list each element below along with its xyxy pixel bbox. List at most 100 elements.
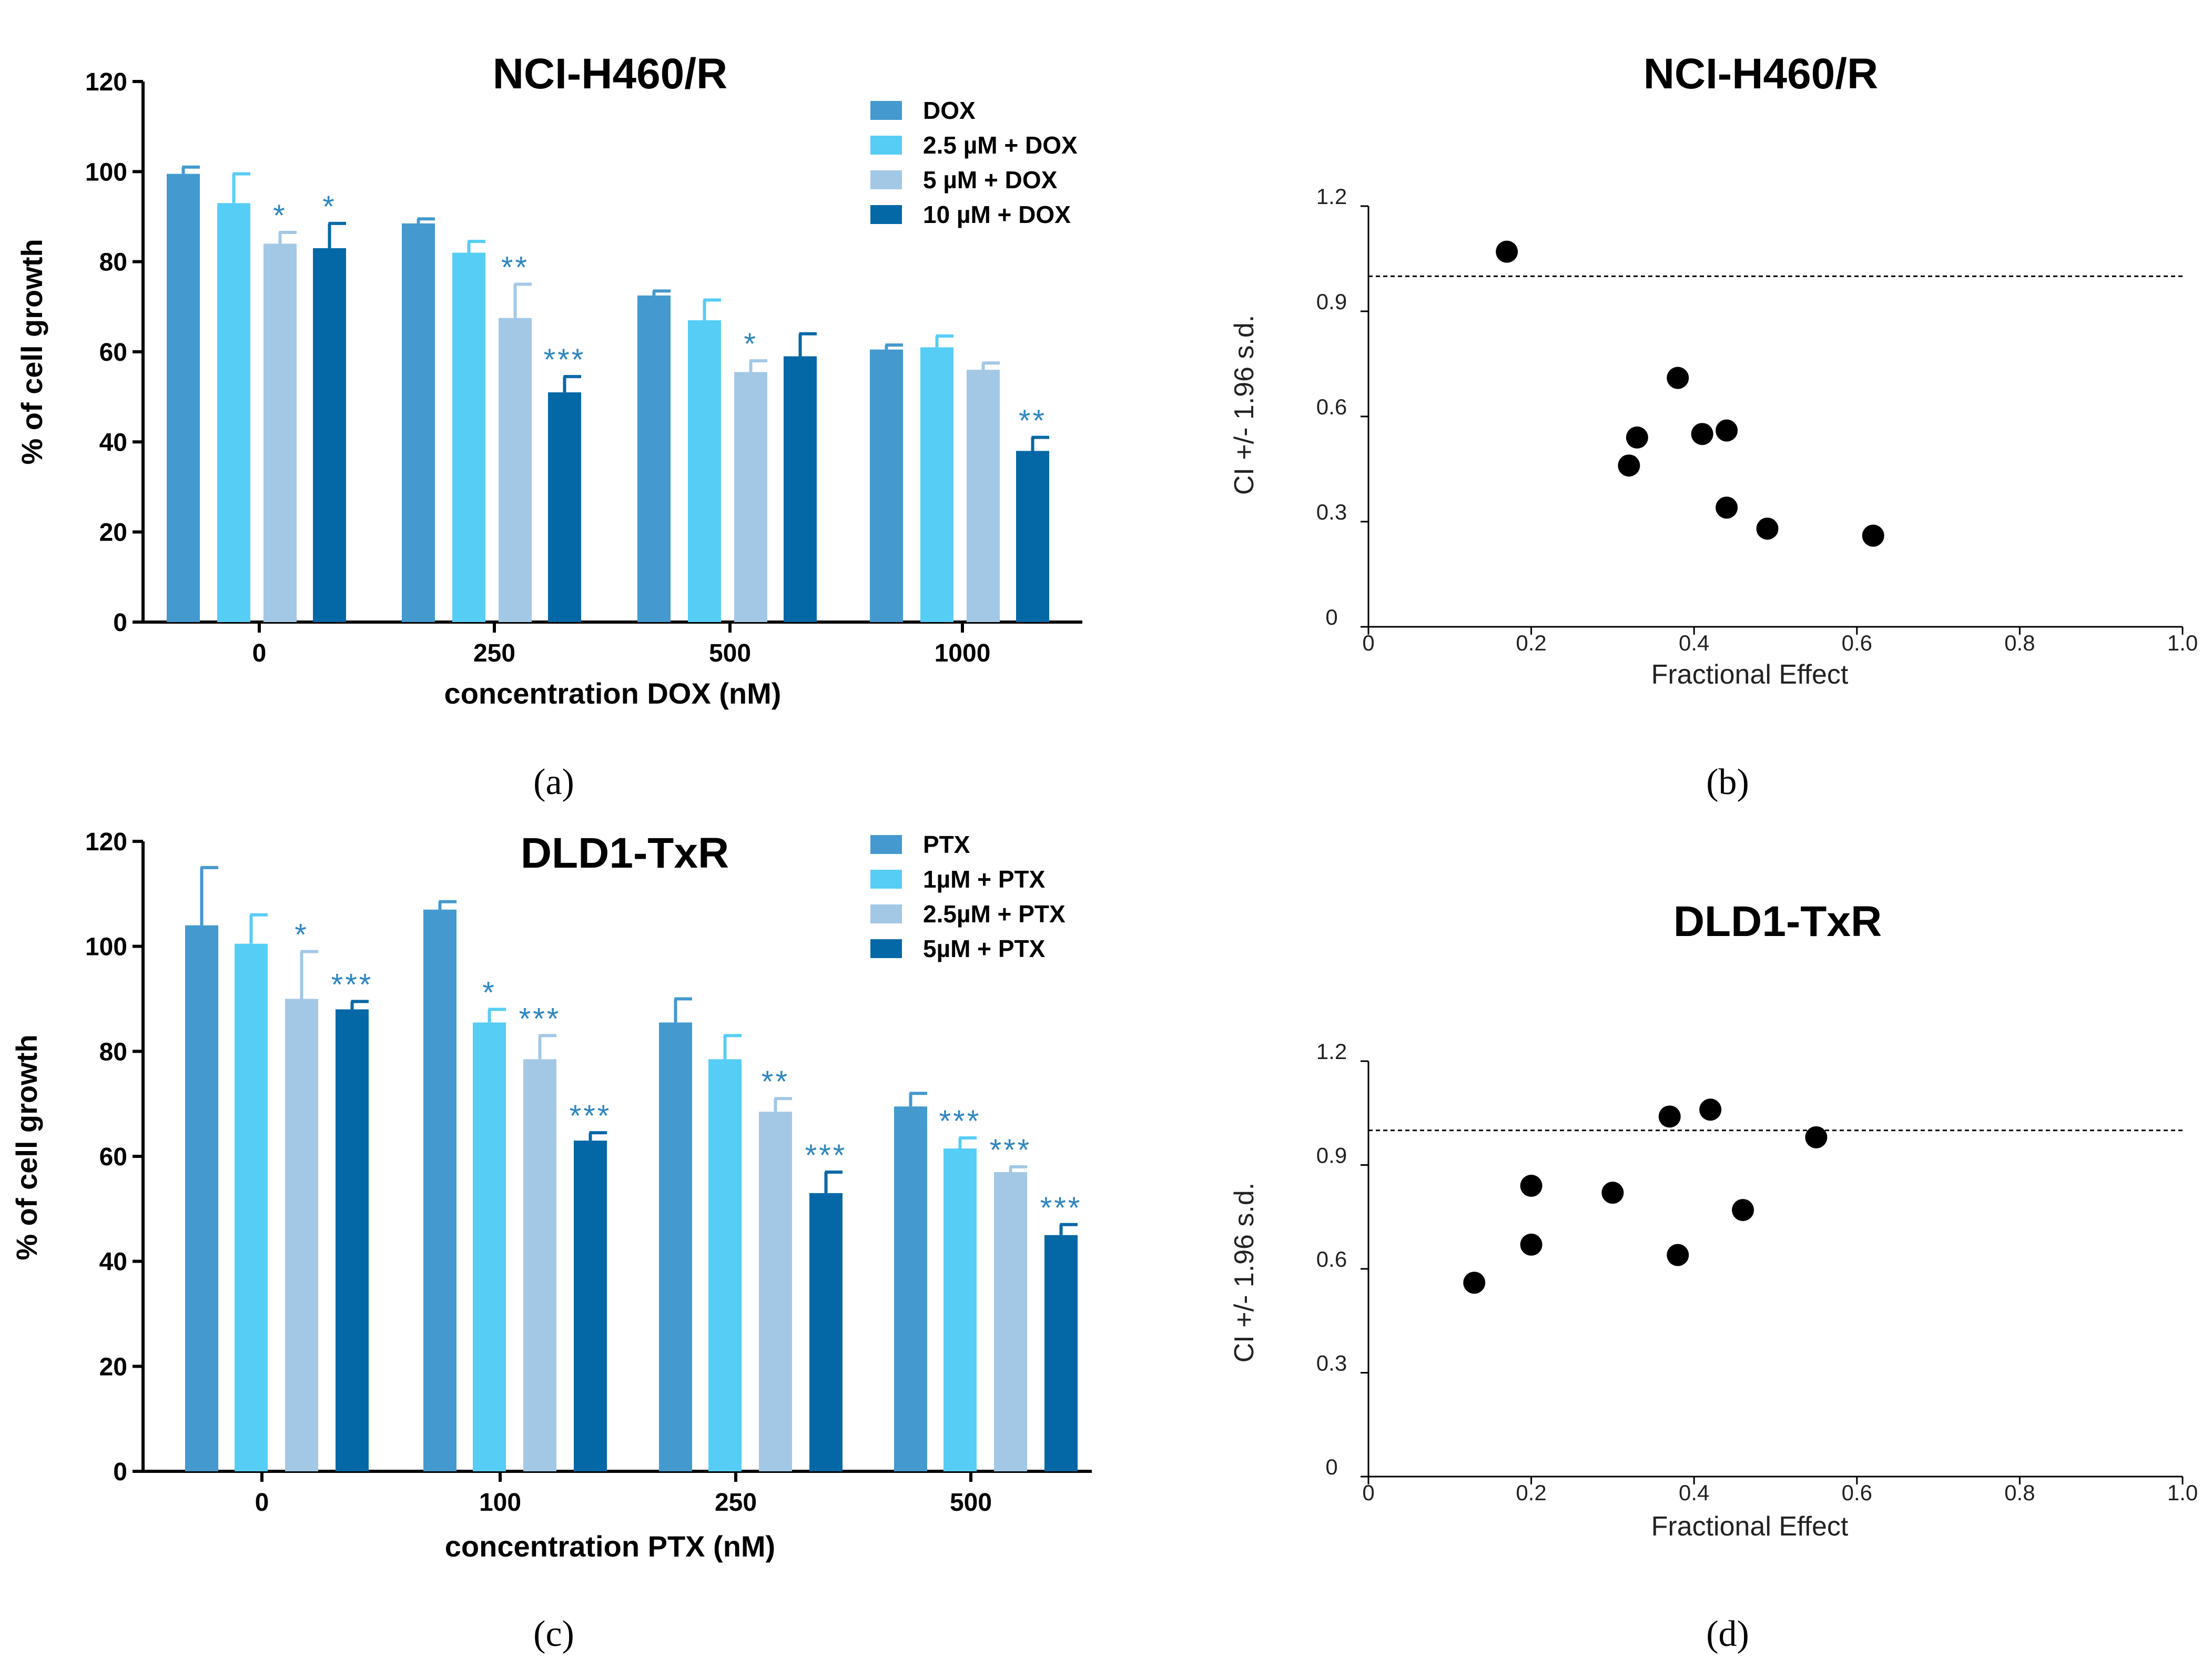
significance-marker: **	[501, 251, 529, 285]
x-tick-label: 250	[473, 639, 515, 667]
bar	[759, 1112, 792, 1471]
bar	[994, 1172, 1027, 1471]
legend-label: 1µM + PTX	[923, 866, 1046, 893]
bar	[1016, 451, 1049, 622]
y-tick-label: 0.3	[1316, 500, 1347, 524]
x-axis-label: concentration DOX (nM)	[444, 677, 782, 710]
x-tick-label: 1.0	[2167, 630, 2198, 655]
x-tick-label: 0.4	[1679, 630, 1709, 655]
data-point	[1658, 1105, 1681, 1128]
legend-swatch	[870, 904, 902, 923]
bar	[235, 943, 268, 1471]
x-tick-label: 0.8	[2004, 630, 2035, 655]
data-point	[1691, 423, 1713, 445]
legend-swatch	[870, 835, 902, 854]
significance-marker: ***	[331, 968, 373, 1002]
data-point	[1756, 517, 1779, 540]
significance-marker: *	[482, 975, 496, 1010]
y-tick-label: 60	[99, 339, 127, 367]
x-tick-label: 1000	[935, 639, 991, 667]
y-tick-label: 100	[85, 158, 127, 186]
bar	[1044, 1235, 1078, 1471]
bar	[473, 1022, 506, 1471]
bar	[523, 1059, 556, 1471]
legend-label: DOX	[923, 97, 976, 124]
x-tick-label: 0.6	[1842, 1480, 1872, 1505]
y-axis-label: CI +/- 1.96 s.d.	[1229, 1183, 1260, 1363]
y-tick-label: 40	[99, 1248, 127, 1276]
legend-swatch	[870, 870, 902, 889]
bar	[894, 1106, 927, 1471]
legend-swatch	[870, 939, 902, 958]
significance-marker: ***	[805, 1138, 847, 1173]
chart-title: NCI-H460/R	[1643, 50, 1879, 98]
x-axis-label: Fractional Effect	[1651, 1511, 1849, 1542]
x-tick-label: 0.2	[1516, 630, 1546, 655]
panel-label: (c)	[533, 1614, 574, 1654]
legend-label: 2.5 µM + DOX	[923, 131, 1078, 159]
data-point	[1520, 1175, 1543, 1197]
x-axis-label: concentration PTX (nM)	[445, 1530, 775, 1563]
y-tick-label: 120	[85, 828, 127, 856]
y-tick-label: 80	[99, 1038, 127, 1066]
y-tick-label: 40	[99, 429, 127, 456]
data-point	[1805, 1126, 1828, 1148]
y-tick-label: 0	[1325, 1454, 1337, 1479]
significance-marker: **	[762, 1065, 789, 1099]
bar	[285, 999, 318, 1471]
significance-marker: ***	[570, 1099, 612, 1133]
y-tick-label: 1.2	[1316, 184, 1347, 209]
bar	[185, 925, 218, 1471]
data-point	[1626, 426, 1648, 449]
y-axis-label: % of cell growth	[15, 239, 48, 464]
panel-d: DLD1-TxR 0 0.3 0.6 0.9 1.2 0 0.2 0.4 0.6 0.8 1.0 Fra…	[1229, 898, 2198, 1542]
legend-swatch	[870, 170, 902, 189]
bar	[336, 1009, 369, 1471]
y-tick-label: 100	[85, 933, 127, 961]
bar	[423, 909, 456, 1471]
y-tick-label: 0.3	[1316, 1351, 1347, 1376]
y-tick-label: 0.9	[1316, 289, 1347, 314]
legend-label: 10 µM + DOX	[923, 201, 1071, 228]
data-point	[1667, 1244, 1689, 1266]
legend-swatch	[870, 101, 902, 120]
data-point	[1463, 1272, 1486, 1294]
y-tick-label: 0.6	[1316, 394, 1347, 419]
x-tick-label: 0	[1362, 1480, 1374, 1505]
bar	[548, 392, 581, 622]
y-tick-label: 120	[85, 68, 127, 96]
bar	[688, 320, 721, 622]
panel-b: NCI-H460/R 0 0.3 0.6 0.9 1.2 0 0.2 0.4 0.6 0.8 1.0 F…	[1229, 50, 2198, 690]
y-tick-label: 0	[1325, 605, 1337, 629]
y-tick-label: 1.2	[1316, 1039, 1347, 1064]
legend-swatch	[870, 205, 902, 224]
legend-label: 5µM + PTX	[923, 935, 1046, 962]
x-tick-label: 0	[255, 1489, 269, 1517]
bar	[967, 370, 1000, 622]
panel-label: (b)	[1706, 762, 1749, 802]
bar	[452, 252, 485, 622]
bar	[167, 174, 200, 622]
data-point	[1699, 1098, 1722, 1121]
chart-title: NCI-H460/R	[493, 50, 728, 98]
panel-label: (a)	[533, 762, 574, 802]
significance-marker: ***	[939, 1104, 981, 1138]
significance-marker: ***	[519, 1002, 561, 1036]
data-point	[1496, 240, 1518, 263]
y-axis-label: CI +/- 1.96 s.d.	[1229, 315, 1260, 495]
panel-label: (d)	[1706, 1614, 1749, 1654]
significance-marker: *	[273, 199, 287, 233]
bar	[313, 248, 346, 622]
y-tick-label: 0	[113, 1458, 127, 1486]
bar	[734, 372, 767, 622]
legend-label: PTX	[923, 831, 970, 858]
data-point	[1716, 496, 1738, 519]
bar	[637, 295, 671, 622]
bar	[708, 1059, 742, 1471]
significance-marker: ***	[1040, 1191, 1082, 1225]
y-tick-label: 0	[113, 609, 127, 637]
bar	[263, 243, 297, 622]
bar	[943, 1148, 977, 1471]
